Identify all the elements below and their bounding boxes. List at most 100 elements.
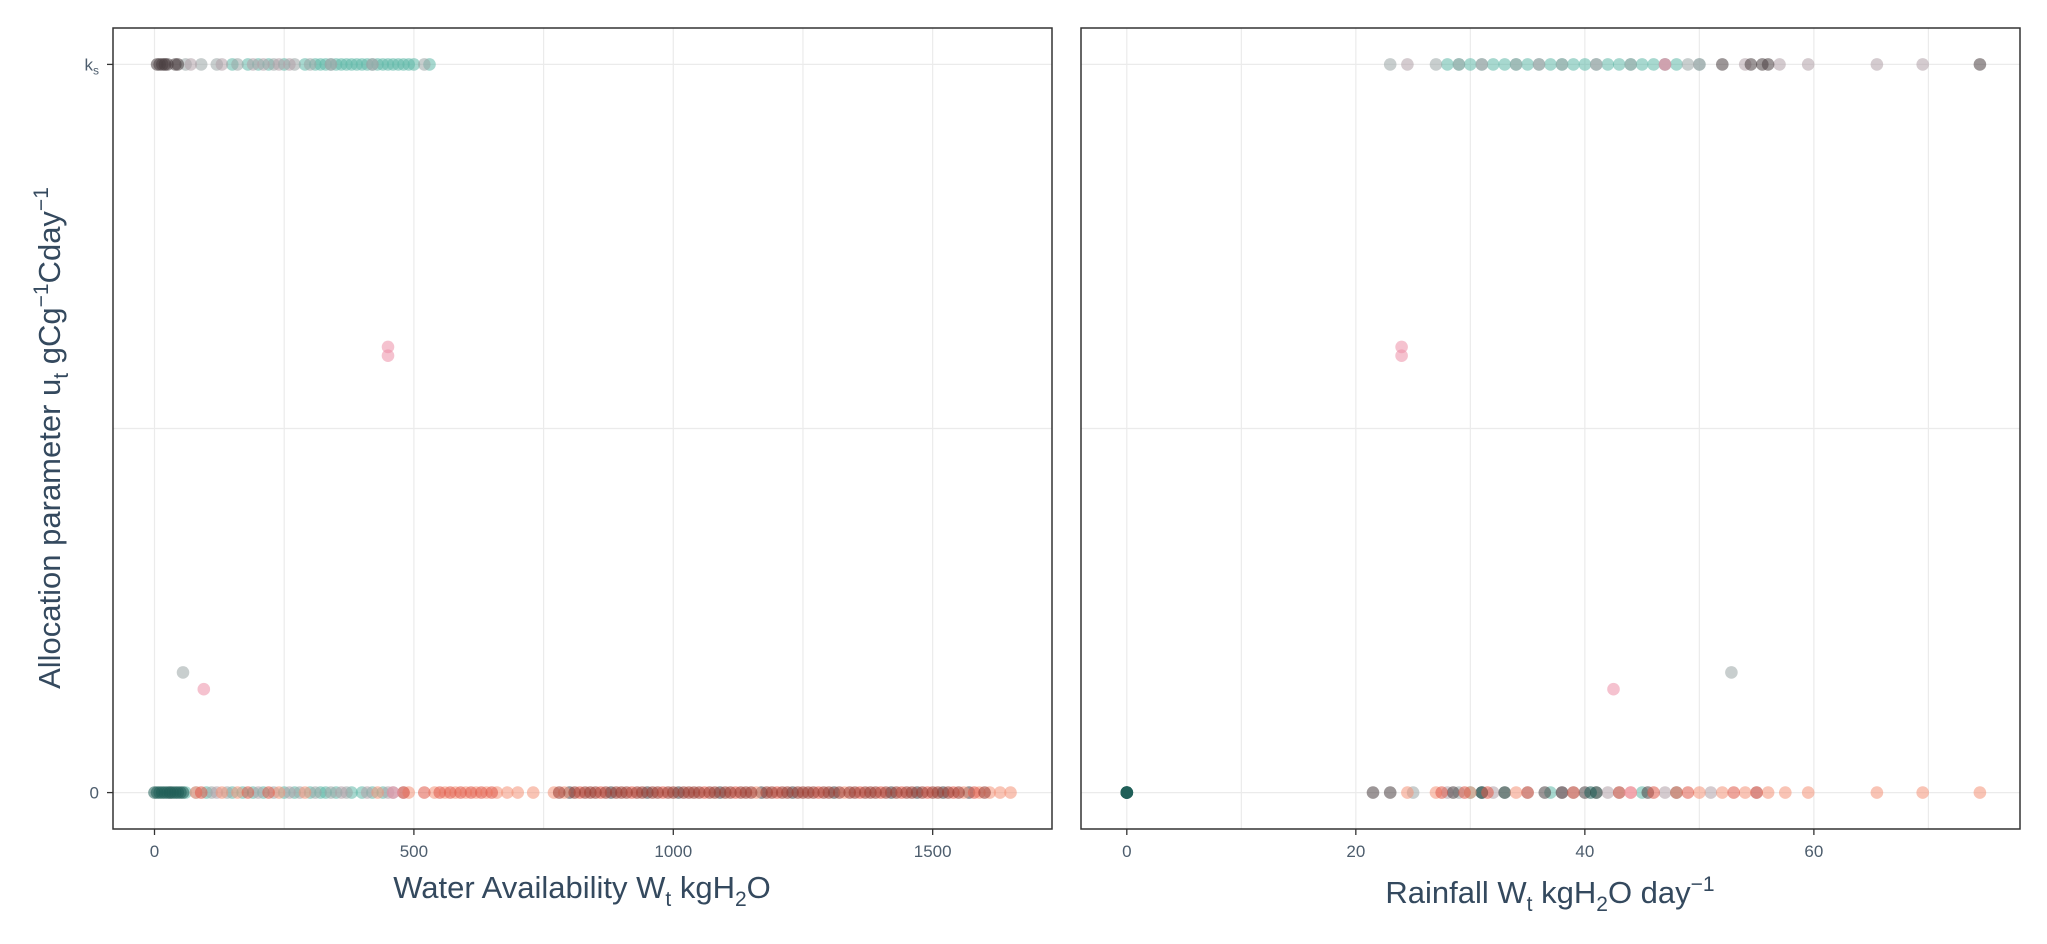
right-point	[1120, 786, 1134, 799]
left-point	[272, 58, 286, 71]
right-point	[1452, 58, 1466, 71]
left-x-axis: 0 500 1000 1500	[150, 829, 952, 861]
left-point	[967, 786, 981, 799]
left-point	[879, 786, 893, 799]
right-point	[1509, 58, 1523, 71]
left-point	[194, 58, 208, 71]
right-point	[1521, 786, 1534, 799]
right-point	[1916, 58, 1929, 71]
right-point	[1973, 786, 1987, 799]
right-point	[1693, 786, 1706, 799]
left-point	[822, 786, 836, 799]
left-point	[272, 786, 286, 799]
right-x-tick-label: 40	[1575, 842, 1594, 861]
right-point	[1567, 58, 1580, 71]
left-point	[262, 786, 275, 799]
left-point	[464, 786, 478, 799]
y-axis-title: Allocation parameter ut gCg−1Cday−1	[30, 187, 73, 689]
right-point	[1578, 58, 1592, 71]
left-point	[324, 786, 338, 799]
right-point	[1435, 786, 1448, 799]
left-point	[381, 340, 395, 354]
right-point	[1647, 786, 1660, 799]
left-y-tick-label: 0	[90, 784, 99, 803]
left-point	[552, 786, 566, 799]
left-point	[931, 786, 945, 799]
right-point	[1538, 786, 1552, 799]
left-point	[215, 786, 229, 799]
left-point	[184, 58, 198, 71]
right-point	[1801, 58, 1815, 71]
left-point	[386, 786, 400, 799]
right-point	[1624, 58, 1637, 71]
right-point	[1555, 58, 1569, 71]
left-y-tick-label: ks	[85, 55, 100, 77]
left-point	[197, 682, 211, 696]
right-x-tick-label: 20	[1346, 842, 1365, 861]
left-point	[454, 786, 467, 799]
right-point	[1401, 58, 1414, 71]
left-point	[568, 786, 581, 799]
left-point	[298, 786, 312, 799]
right-point	[1601, 786, 1615, 799]
panel-water-availability: 0 500 1000 1500 0 ks	[85, 27, 1053, 861]
right-point	[1670, 58, 1683, 71]
left-point	[501, 786, 514, 799]
left-point	[635, 786, 649, 799]
left-point	[407, 58, 421, 71]
right-point	[1567, 786, 1580, 799]
left-point	[418, 786, 431, 799]
left-point	[526, 786, 540, 799]
left-point	[724, 786, 737, 799]
left-point	[194, 786, 208, 799]
left-point	[1004, 786, 1017, 799]
left-point	[589, 786, 602, 799]
right-point	[1481, 786, 1494, 799]
right-point	[1870, 786, 1884, 799]
right-point	[1584, 786, 1597, 799]
left-point	[309, 786, 322, 799]
left-point	[335, 786, 348, 799]
left-point	[246, 58, 260, 71]
right-point	[1383, 786, 1397, 799]
right-point	[1395, 340, 1408, 354]
left-point	[176, 666, 190, 679]
right-point	[1383, 58, 1397, 71]
right-point	[1458, 786, 1471, 799]
right-point	[1607, 682, 1620, 696]
left-point	[283, 58, 296, 71]
left-point	[231, 786, 244, 799]
right-point	[1635, 58, 1649, 71]
left-point	[251, 786, 265, 799]
right-point	[1870, 58, 1884, 71]
right-point	[1464, 58, 1477, 71]
left-point	[978, 786, 991, 799]
right-point	[1750, 786, 1763, 799]
right-point	[1916, 786, 1929, 799]
left-point	[667, 786, 680, 799]
left-point	[366, 58, 379, 71]
right-point	[1761, 786, 1775, 799]
left-x-tick-label: 1500	[914, 842, 952, 861]
left-point	[941, 786, 955, 799]
right-point	[1441, 58, 1454, 71]
left-point	[952, 786, 965, 799]
left-point	[744, 786, 758, 799]
left-x-tick-label: 500	[400, 842, 428, 861]
right-point	[1658, 786, 1672, 799]
left-point	[176, 786, 190, 799]
right-point	[1681, 58, 1695, 71]
right-point	[1779, 786, 1792, 799]
right-point	[1761, 58, 1775, 71]
right-point	[1716, 58, 1729, 71]
left-point	[833, 786, 846, 799]
left-point	[371, 786, 384, 799]
left-point	[781, 786, 794, 799]
left-point	[303, 58, 317, 71]
right-point	[1612, 786, 1626, 799]
right-point	[1366, 786, 1380, 799]
right-x-axis: 0 20 40 60	[1122, 829, 1823, 861]
left-point	[993, 786, 1007, 799]
right-point	[1670, 786, 1683, 799]
left-point	[475, 786, 488, 799]
